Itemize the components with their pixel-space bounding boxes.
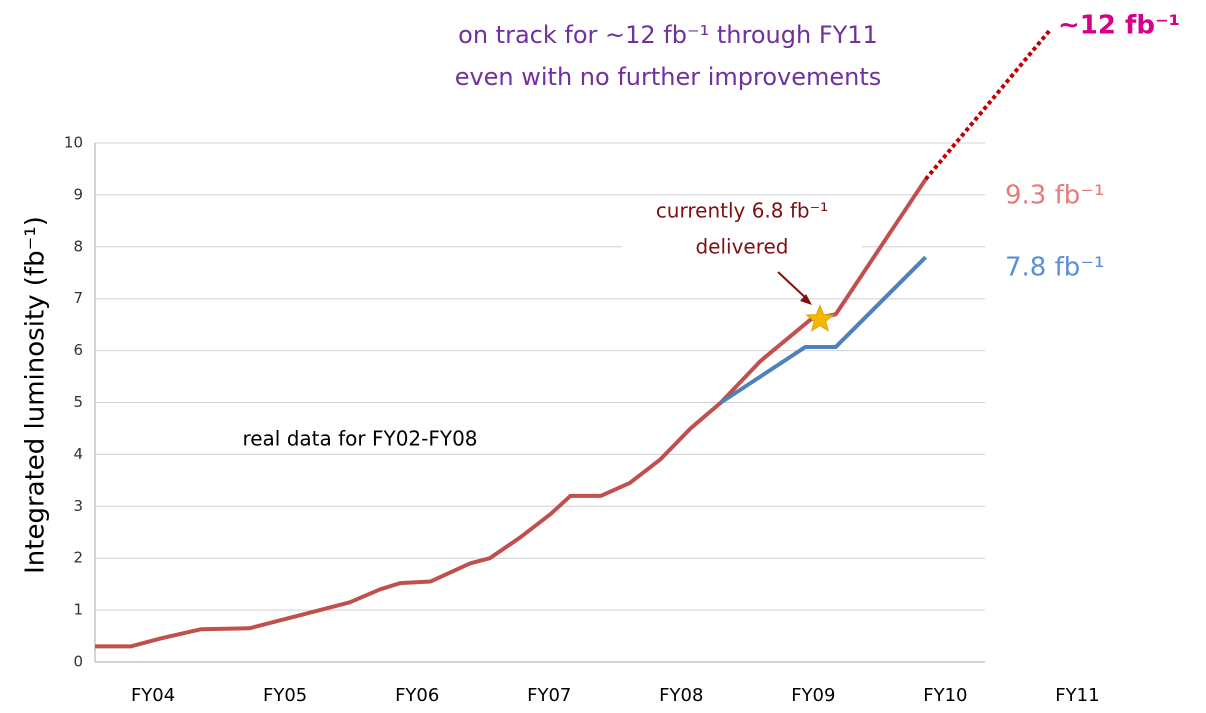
y-tick-label: 3 <box>73 497 83 515</box>
title-line: even with no further improvements <box>455 63 882 91</box>
x-tick-label: FY11 <box>1055 685 1099 706</box>
arrow-head <box>800 294 812 305</box>
y-tick-label: 10 <box>64 134 83 152</box>
star-marker <box>805 304 835 332</box>
x-tick-label: FY09 <box>791 685 835 706</box>
x-tick-label: FY07 <box>527 685 571 706</box>
y-tick-label: 0 <box>73 653 83 671</box>
x-tick-label: FY04 <box>131 685 175 706</box>
annotation: 7.8 fb⁻¹ <box>1005 253 1104 283</box>
annotation: currently 6.8 fb⁻¹ <box>656 199 828 223</box>
y-tick-label: 5 <box>73 393 83 411</box>
line-series <box>924 27 1053 181</box>
y-tick-label: 6 <box>73 341 83 359</box>
title-line: on track for ~12 fb⁻¹ through FY11 <box>458 21 878 49</box>
x-tick-label: FY10 <box>923 685 967 706</box>
annotation: 9.3 fb⁻¹ <box>1005 181 1104 211</box>
y-tick-label: 7 <box>73 289 83 307</box>
line-series <box>95 178 928 649</box>
annotation: real data for FY02-FY08 <box>242 427 477 451</box>
annotation: delivered <box>695 235 788 259</box>
line-series <box>719 255 927 405</box>
y-tick-label: 4 <box>73 445 83 463</box>
x-tick-label: FY06 <box>395 685 439 706</box>
y-tick-label: 9 <box>73 185 83 203</box>
y-tick-label: 2 <box>73 549 83 567</box>
annotation-arrow <box>777 271 809 301</box>
label-bg <box>622 232 862 264</box>
annotation: ~12 fb⁻¹ <box>1058 11 1180 41</box>
y-axis-label: Integrated luminosity (fb⁻¹) <box>21 216 51 574</box>
x-tick-label: FY08 <box>659 685 703 706</box>
y-tick-label: 1 <box>73 601 83 619</box>
x-tick-label: FY05 <box>263 685 307 706</box>
label-bg <box>622 196 862 228</box>
y-tick-label: 8 <box>73 237 83 255</box>
